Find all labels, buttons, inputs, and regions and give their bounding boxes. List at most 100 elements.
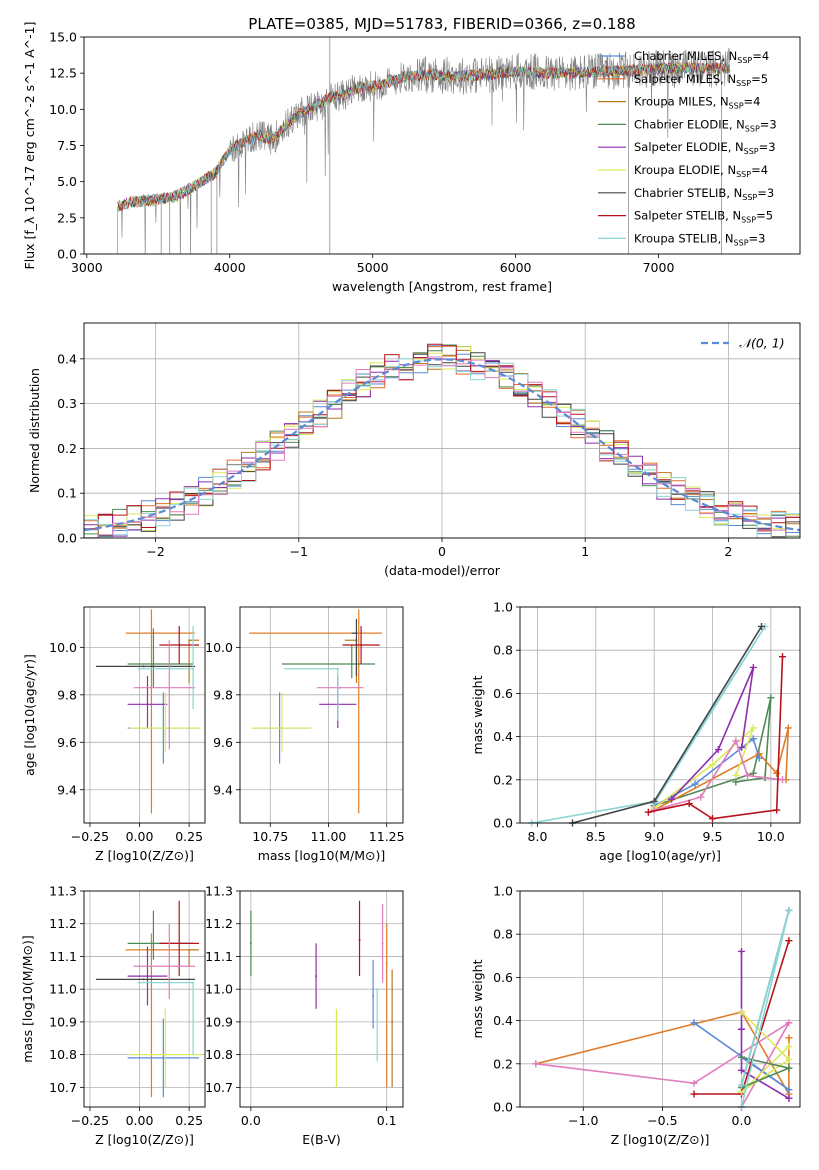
- y-axis-label: mass weight: [470, 675, 485, 754]
- x-tick-label: 8.5: [586, 829, 606, 844]
- legend-label-value: =5: [751, 72, 768, 86]
- error-bar-point: [381, 904, 384, 983]
- data-point: [335, 1047, 338, 1050]
- y-tick-label: 0.8: [493, 927, 513, 942]
- x-tick-label: 6000: [500, 260, 532, 275]
- model-spectrum-line: [117, 61, 730, 209]
- data-point: [146, 703, 149, 706]
- error-bar-point: [335, 1008, 338, 1088]
- series-line: [531, 625, 766, 823]
- plus-marker: [691, 780, 699, 788]
- error-bar-point: [372, 959, 375, 1029]
- legend-label-text: Salpeter ELODIE, N: [634, 140, 744, 154]
- plus-marker: [785, 906, 793, 914]
- error-bar-point: [188, 639, 200, 683]
- error-bar-point: [125, 933, 196, 1098]
- y-tick-label: 10.0: [49, 640, 77, 655]
- x-tick-label: 11.00: [311, 829, 347, 844]
- plot-age_vs_Z: −0.25 0.00 0.25 9.4 9.6 9.8 10.0 Z [log10(Z/Z⊙)…: [22, 606, 206, 863]
- y-tick-label: 11.0: [205, 982, 233, 997]
- model-spectrum-line: [117, 61, 730, 211]
- y-tick-label: 7.5: [57, 138, 77, 153]
- axes-frame: [239, 890, 404, 1108]
- x-axis-label: wavelength [Angstrom, rest frame]: [332, 279, 552, 294]
- plus-marker: [737, 1066, 745, 1074]
- y-tick-label: 12.5: [49, 66, 77, 81]
- y-tick-label: 9.8: [57, 687, 77, 702]
- plus-marker: [749, 724, 757, 732]
- legend-label: Chabrier ELODIE, NSSP=3: [634, 117, 777, 133]
- plus-marker: [785, 937, 793, 945]
- x-tick-label: 1: [581, 544, 589, 559]
- legend-label-value: =5: [756, 209, 773, 223]
- x-tick-label: 10.0: [757, 829, 785, 844]
- legend-label: Chabrier STELIB, NSSP=3: [634, 186, 774, 202]
- plus-marker: [785, 1055, 793, 1063]
- series-line: [671, 667, 755, 800]
- legend-label-text: Salpeter STELIB, N: [634, 209, 741, 223]
- plus-marker: [737, 1053, 745, 1061]
- plus-marker: [749, 735, 757, 743]
- plus-marker: [779, 653, 786, 661]
- legend-label-value: =3: [760, 117, 777, 131]
- legend-label-value: =3: [757, 186, 774, 200]
- y-tick-label: 11.1: [49, 949, 77, 964]
- error-bar-point: [127, 1018, 200, 1098]
- y-tick-label: 0.2: [493, 1056, 513, 1071]
- legend-label-value: =3: [749, 231, 766, 245]
- legend-label-sub: SSP: [729, 102, 744, 111]
- plus-marker: [709, 761, 716, 769]
- plus-marker: [779, 776, 786, 784]
- x-tick-label: 0: [438, 544, 446, 559]
- histogram-step-line: [84, 356, 800, 538]
- x-tick-label: 0.0: [732, 1113, 752, 1128]
- x-tick-label: 7000: [643, 260, 675, 275]
- figure-title: PLATE=0385, MJD=51783, FIBERID=0366, z=0…: [248, 15, 635, 33]
- legend-label: Kroupa MILES, NSSP=4: [634, 95, 760, 111]
- legend-label-sub: SSP: [745, 124, 760, 133]
- axes-frame: [83, 322, 801, 539]
- error-bar-point: [95, 978, 196, 981]
- error-bar-point: [125, 609, 196, 814]
- error-bar-point: [315, 943, 318, 1009]
- legend-label-value: =4: [751, 163, 768, 177]
- plot-residuals: −2 −1 0 1 2 0.0 0.1 0.2 0.3 0.4 (data-model)/error…: [27, 322, 801, 578]
- y-axis-label: mass weight: [470, 959, 485, 1038]
- y-tick-label: 15.0: [49, 30, 77, 45]
- x-tick-label: 11.25: [369, 829, 405, 844]
- y-tick-label: 0.8: [493, 643, 513, 658]
- x-tick-label: −1.0: [568, 1113, 598, 1128]
- series-line: [740, 1011, 791, 1093]
- legend-label: Chabrier MILES, NSSP=4: [634, 49, 769, 65]
- y-axis-label: mass [log10(M/M⊙)]: [20, 935, 35, 1063]
- y-tick-label: 0.0: [493, 816, 513, 831]
- x-tick-label: −2: [146, 544, 164, 559]
- legend-label-value: =4: [752, 49, 769, 63]
- data-point: [249, 942, 252, 945]
- x-axis-label: age [log10(age/yr)]: [599, 848, 721, 863]
- error-bar-point: [133, 923, 196, 999]
- histogram-step-line: [84, 346, 800, 527]
- data-point: [150, 948, 153, 951]
- plot-mass_vs_Z: −0.25 0.00 0.25 10.7 10.8 10.9 11.0 11.1 11.2 11.…: [20, 884, 206, 1147]
- x-tick-label: 4000: [214, 260, 246, 275]
- data-point: [146, 975, 149, 978]
- y-axis-label: Flux [f_λ 10^-17 erg cm^-2 s^-1 A^-1]: [22, 22, 37, 270]
- y-tick-label: 9.4: [57, 782, 77, 797]
- data-point: [178, 643, 181, 646]
- data-point: [385, 962, 388, 964]
- plus-marker: [732, 778, 740, 786]
- legend-label-text: Kroupa ELODIE, N: [634, 163, 736, 177]
- y-tick-label: 1.0: [493, 884, 513, 899]
- plus-marker: [737, 1008, 745, 1016]
- data-point: [339, 686, 342, 689]
- y-tick-label: 11.1: [205, 949, 233, 964]
- legend-label: Salpeter STELIB, NSSP=5: [634, 209, 773, 225]
- error-bar-point: [127, 628, 194, 688]
- data-point: [168, 965, 171, 968]
- legend-label-text: Salpeter MILES, N: [634, 72, 736, 86]
- plus-marker: [767, 694, 775, 702]
- y-tick-label: 0.2: [57, 441, 77, 456]
- plus-marker: [732, 771, 740, 779]
- data-point: [192, 981, 195, 984]
